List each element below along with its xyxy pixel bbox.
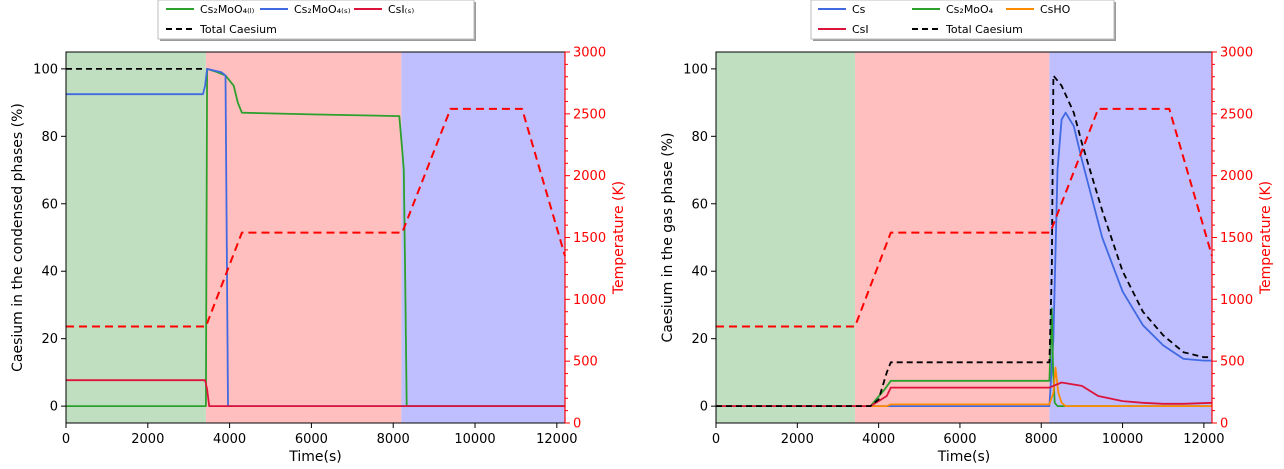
- y2-tick-label: 1000: [1220, 293, 1253, 308]
- x-tick-label: 0: [62, 432, 70, 447]
- y2-tick-label: 500: [573, 355, 598, 370]
- phase-band-3: [1049, 52, 1212, 423]
- legend: Cs₂MoO₄₍ₗ₎ Cs₂MoO₄₍ₛ₎ CsI₍ₛ₎ Total Caesium: [157, 0, 476, 41]
- x-tick-label: 8000: [1025, 432, 1058, 447]
- x-tick-label: 4000: [862, 432, 895, 447]
- y2-tick-label: 2500: [1220, 107, 1253, 122]
- x-tick-label: 8000: [377, 432, 410, 447]
- x-tick-label: 0: [712, 432, 720, 447]
- y2-tick-label: 2000: [573, 169, 606, 184]
- phase-band-2: [855, 52, 1050, 423]
- chart-panel-1: 0 2000 4000 6000 8000 10000 120000204060801000…: [10, 0, 627, 465]
- y-tick-label: 80: [691, 130, 708, 145]
- y2-tick-label: 1000: [573, 293, 606, 308]
- y-axis-label: Caesium in the gas phase (%): [660, 133, 676, 343]
- x-tick-label: 10000: [454, 432, 495, 447]
- y-tick-label: 60: [41, 197, 58, 212]
- y-tick-label: 60: [691, 197, 708, 212]
- phase-band-3: [401, 52, 565, 423]
- legend-label: Cs₂MoO₄₍ₗ₎: [200, 3, 255, 16]
- y2-tick-label: 3000: [1220, 46, 1253, 61]
- y2-axis-label: Temperature (K): [1258, 181, 1274, 295]
- phase-band-2: [205, 52, 402, 423]
- x-tick-label: 2000: [781, 432, 814, 447]
- y-tick-label: 40: [41, 265, 58, 280]
- y-tick-label: 100: [33, 62, 58, 77]
- y2-tick-label: 1500: [1220, 231, 1253, 246]
- y-tick-label: 0: [700, 400, 708, 415]
- x-axis-label: Time(s): [937, 449, 990, 465]
- y2-axis-label: Temperature (K): [611, 181, 627, 295]
- y-tick-label: 20: [691, 332, 708, 347]
- y2-tick-label: 500: [1220, 355, 1245, 370]
- y2-tick-label: 3000: [573, 46, 606, 61]
- y2-tick-label: 2000: [1220, 169, 1253, 184]
- legend-label: Cs: [852, 3, 866, 16]
- legend-label: CsHO: [1040, 3, 1071, 16]
- legend-label: Cs₂MoO₄₍ₛ₎: [294, 3, 351, 16]
- series-line-3: [66, 379, 565, 408]
- series-line-1: [716, 111, 1212, 408]
- y2-tick-label: 2500: [573, 107, 606, 122]
- legend-label: Total Caesium: [945, 23, 1023, 36]
- series-line-3: [716, 366, 1212, 408]
- legend-label: Cs₂MoO₄: [946, 3, 994, 16]
- x-tick-label: 2000: [131, 432, 164, 447]
- legend-label: CsI₍ₛ₎: [388, 3, 414, 16]
- chart-panel-2: 0 2000 4000 6000 8000 10000 120000204060801000…: [660, 0, 1274, 465]
- phase-band-1: [66, 52, 206, 423]
- x-axis-label: Time(s): [288, 449, 341, 465]
- y-axis-label: Caesium in the condensed phases (%): [10, 103, 26, 372]
- legend-label: CsI: [852, 23, 869, 36]
- x-tick-label: 6000: [295, 432, 328, 447]
- series-line-4: [716, 381, 1213, 408]
- legend-box: [157, 0, 475, 40]
- y2-tick-label: 1500: [573, 231, 606, 246]
- legend: Cs Cs₂MoO₄ CsHO CsI Total Caesium: [810, 0, 1116, 41]
- temperature-line: [66, 107, 566, 328]
- x-tick-label: 12000: [536, 432, 577, 447]
- y2-tick-label: 0: [573, 417, 581, 432]
- y-tick-label: 0: [50, 400, 58, 415]
- x-tick-label: 10000: [1102, 432, 1143, 447]
- x-tick-label: 12000: [1183, 432, 1224, 447]
- phase-band-1: [716, 52, 856, 423]
- legend-label: Total Caesium: [199, 23, 277, 36]
- x-tick-label: 4000: [213, 432, 246, 447]
- x-tick-label: 6000: [943, 432, 976, 447]
- y2-tick-label: 0: [1220, 417, 1228, 432]
- temperature-line: [716, 107, 1213, 328]
- y-tick-label: 20: [41, 332, 58, 347]
- y-tick-label: 40: [691, 265, 708, 280]
- y-tick-label: 100: [683, 62, 708, 77]
- legend-box: [810, 0, 1115, 40]
- y-tick-label: 80: [41, 130, 58, 145]
